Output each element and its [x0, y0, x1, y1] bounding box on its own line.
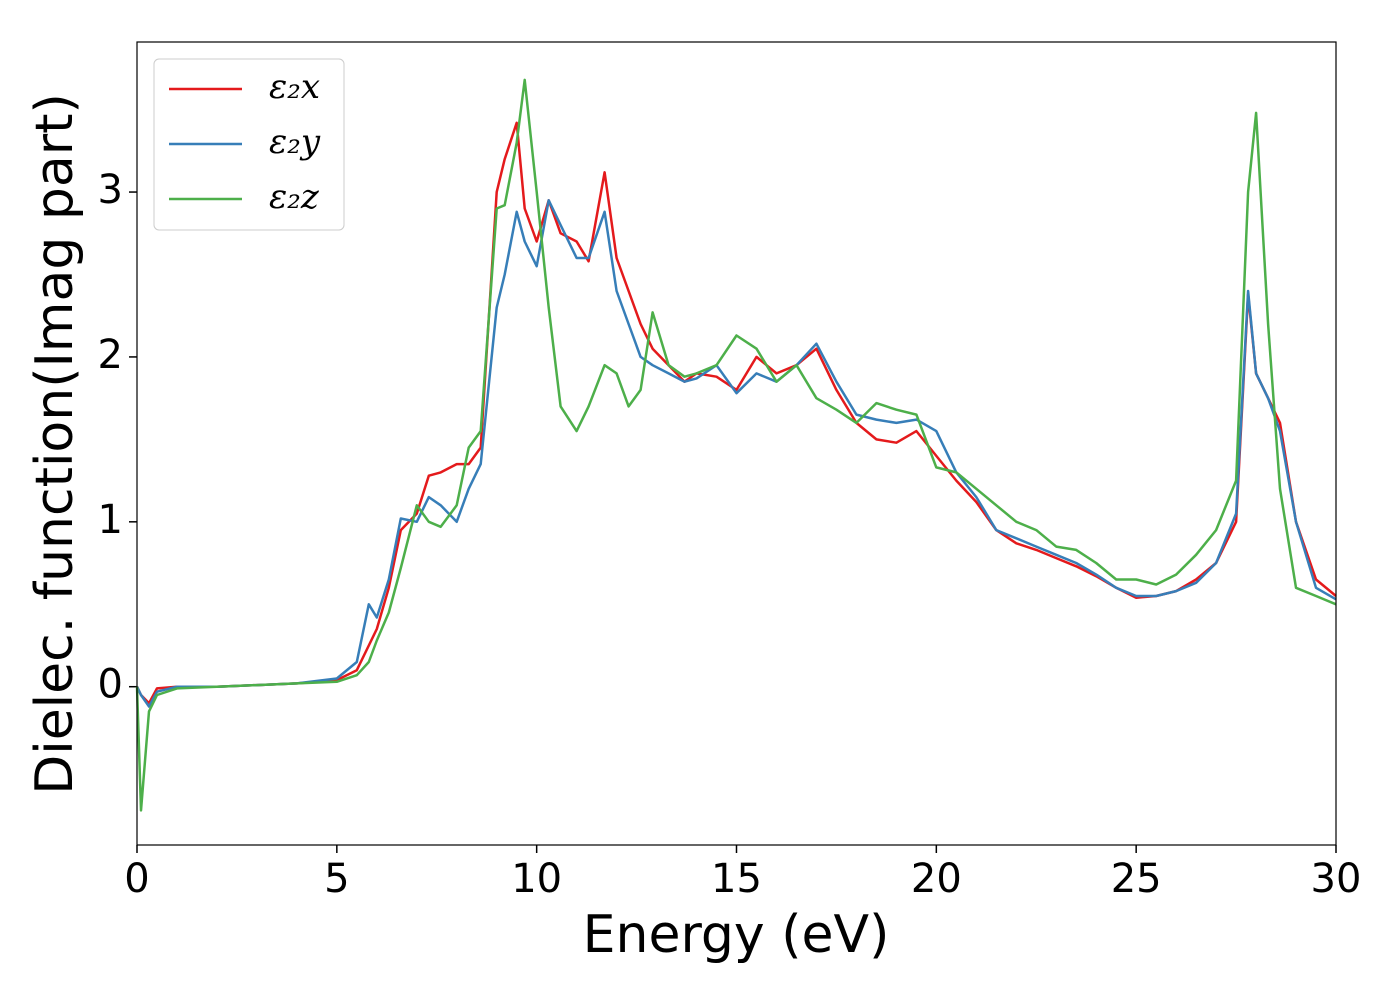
x-tick-label: 5 — [324, 856, 349, 902]
y-tick-label: 1 — [98, 497, 123, 543]
x-axis-label: Energy (eV) — [583, 905, 890, 965]
x-tick-label: 30 — [1311, 856, 1362, 902]
legend-label: ε₂x — [269, 67, 320, 107]
series-line — [135, 78, 1337, 812]
x-tick-label: 10 — [511, 856, 562, 902]
legend-label: ε₂z — [269, 177, 320, 217]
x-tick-label: 25 — [1111, 856, 1162, 902]
x-tick-label: 0 — [124, 856, 149, 902]
legend-label: ε₂y — [269, 122, 321, 162]
x-tick-label: 20 — [911, 856, 962, 902]
x-tick-label: 15 — [711, 856, 762, 902]
y-tick-label: 0 — [98, 662, 123, 708]
series-line — [135, 199, 1337, 708]
plot-frame — [136, 41, 1337, 846]
legend-box — [153, 58, 345, 231]
y-tick-label: 3 — [98, 167, 123, 213]
y-tick-label: 2 — [98, 332, 123, 378]
y-axis-label: Dielec. function(Imag part) — [25, 93, 85, 795]
